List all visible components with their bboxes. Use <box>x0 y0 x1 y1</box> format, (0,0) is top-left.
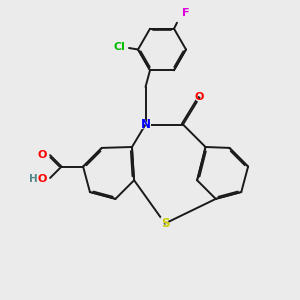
Text: H: H <box>29 174 38 184</box>
Text: N: N <box>140 118 151 131</box>
Text: O: O <box>37 150 46 160</box>
Text: O: O <box>193 90 206 105</box>
Text: S: S <box>159 216 171 231</box>
Text: O: O <box>37 174 46 184</box>
Text: O: O <box>195 92 204 103</box>
Text: O: O <box>35 171 48 186</box>
Text: F: F <box>181 6 191 21</box>
Text: N: N <box>139 117 152 132</box>
Text: H: H <box>28 171 40 186</box>
Text: F: F <box>182 8 190 18</box>
Text: O: O <box>35 147 48 162</box>
Text: Cl: Cl <box>111 40 128 55</box>
Text: S: S <box>161 217 169 230</box>
Text: Cl: Cl <box>113 42 125 52</box>
